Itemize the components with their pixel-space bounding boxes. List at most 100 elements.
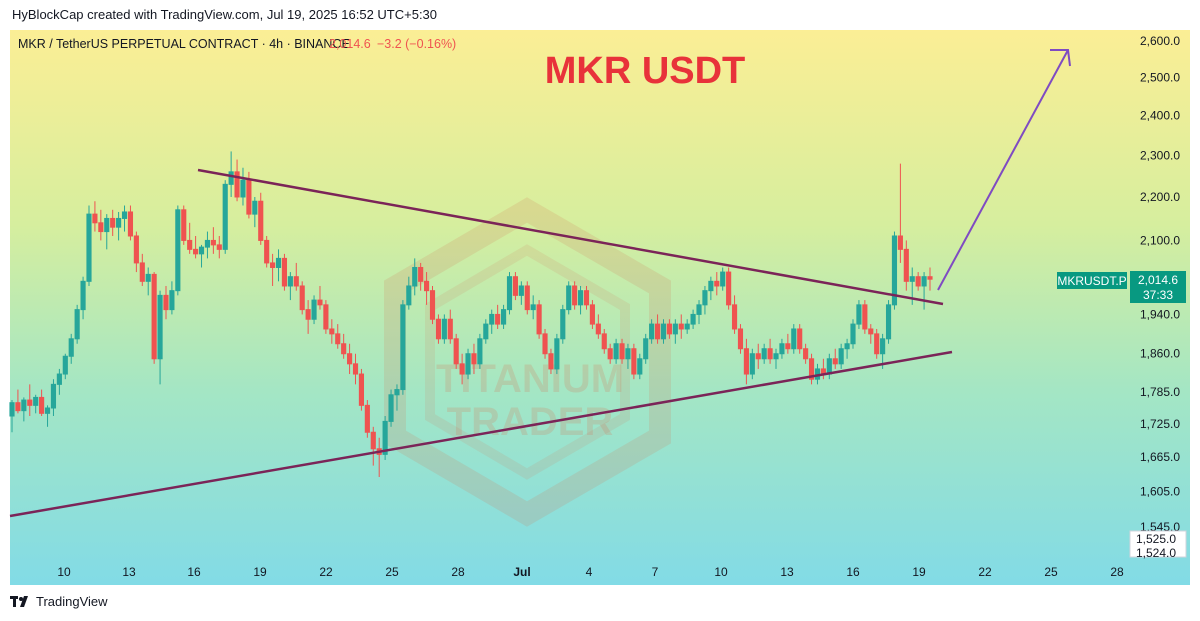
- y-tick-label: 1,725.0: [1140, 417, 1180, 431]
- time-axis[interactable]: 10 13 16 19 22 25 28 Jul 4 7 10 13 16 19 22 25 28: [57, 565, 1124, 579]
- candle-body: [785, 343, 791, 350]
- candle-body: [637, 358, 643, 375]
- candle-body: [9, 402, 15, 417]
- candle-body: [749, 353, 755, 375]
- price-axis[interactable]: 2,600.0 2,500.0 2,400.0 2,300.0 2,200.0 2,100…: [1129, 34, 1187, 560]
- candle-body: [465, 353, 471, 375]
- y-tick-label: 1,525.0: [1136, 532, 1176, 546]
- candle-body: [388, 394, 394, 422]
- x-tick-label: 19: [253, 565, 267, 579]
- candle-body: [228, 171, 234, 185]
- candle-body: [856, 304, 862, 325]
- candle-body: [21, 399, 27, 412]
- candle-body: [293, 276, 299, 287]
- y-tick-label: 1,665.0: [1140, 450, 1180, 464]
- candle-body: [631, 348, 637, 375]
- y-tick-label: 1,860.0: [1140, 347, 1180, 361]
- x-tick-label: 25: [1044, 565, 1058, 579]
- price-tag-countdown: 37:33: [1143, 288, 1173, 302]
- candle-body: [287, 276, 293, 287]
- candle-body: [868, 328, 874, 335]
- candle-body: [518, 285, 524, 296]
- candle-body: [885, 304, 892, 340]
- y-tick-label: 1,605.0: [1140, 484, 1180, 498]
- candle-body: [690, 313, 696, 325]
- candle-body: [329, 328, 335, 335]
- x-tick-label: 22: [978, 565, 992, 579]
- candle-body: [86, 213, 92, 282]
- candle-body: [536, 304, 542, 335]
- candle-body: [50, 383, 57, 409]
- candles-group: [9, 151, 933, 477]
- candle-body: [554, 338, 560, 370]
- candle-body: [305, 309, 311, 320]
- candle-body: [370, 431, 376, 450]
- candle-body: [275, 257, 282, 268]
- candle-body: [761, 348, 767, 360]
- x-tick-label: 13: [122, 565, 136, 579]
- candle-body: [240, 179, 246, 198]
- candle-body: [779, 343, 785, 355]
- candle-body: [400, 304, 406, 391]
- upper-trendline[interactable]: [197, 168, 944, 306]
- x-tick-label: 7: [652, 565, 659, 579]
- candle-body: [33, 396, 39, 406]
- x-tick-label: 16: [187, 565, 201, 579]
- watermark-line2: TRADER: [447, 400, 614, 444]
- candle-body: [660, 323, 667, 340]
- footer-brand[interactable]: TradingView: [36, 594, 108, 609]
- candle-body: [299, 285, 305, 311]
- candle-body: [797, 328, 803, 350]
- candle-body: [27, 399, 33, 406]
- candle-body: [601, 333, 607, 350]
- candle-body: [483, 323, 489, 340]
- projection-arrow[interactable]: [937, 49, 1071, 291]
- y-tick-label: 2,200.0: [1140, 190, 1180, 204]
- price-tag-value: 2,014.6: [1138, 273, 1178, 287]
- candle-body: [560, 309, 566, 340]
- candle-body: [720, 271, 726, 287]
- candle-body: [512, 276, 518, 296]
- candle-body: [459, 363, 465, 375]
- y-tick-label: 1,785.0: [1140, 385, 1180, 399]
- legend-symbol: MKR / TetherUS PERPETUAL CONTRACT · 4h ·…: [18, 37, 350, 51]
- candle-body: [921, 276, 927, 287]
- candle-body: [39, 396, 45, 414]
- candle-body: [684, 323, 690, 330]
- candle-body: [358, 373, 365, 406]
- candle-body: [874, 333, 880, 355]
- candle-body: [133, 235, 139, 264]
- candle-body: [891, 235, 898, 306]
- candle-body: [222, 183, 228, 250]
- candle-body: [850, 323, 856, 345]
- candle-body: [157, 294, 163, 360]
- candle-body: [625, 348, 631, 360]
- candle-body: [773, 353, 779, 360]
- candle-body: [62, 355, 68, 375]
- candle-body: [572, 285, 578, 306]
- candle-body: [56, 373, 62, 385]
- candle-body: [726, 271, 732, 306]
- candle-body: [708, 280, 714, 292]
- candle-body: [915, 276, 921, 287]
- candle-body: [696, 304, 702, 315]
- candle-body: [767, 348, 773, 360]
- candle-body: [808, 358, 815, 380]
- candle-body: [281, 257, 288, 287]
- candle-body: [897, 235, 903, 250]
- candle-body: [489, 313, 495, 325]
- candle-body: [903, 248, 909, 282]
- candle-body: [453, 338, 459, 365]
- candle-body: [311, 299, 317, 320]
- candle-body: [382, 420, 388, 455]
- candle-body: [210, 239, 216, 246]
- candle-body: [542, 333, 548, 355]
- x-tick-label: 22: [319, 565, 333, 579]
- lower-trendline[interactable]: [9, 350, 953, 518]
- candle-body: [341, 343, 347, 355]
- candle-body: [98, 222, 104, 233]
- candle-body: [607, 348, 613, 360]
- y-label-box: [1129, 530, 1187, 558]
- candle-body: [501, 309, 507, 325]
